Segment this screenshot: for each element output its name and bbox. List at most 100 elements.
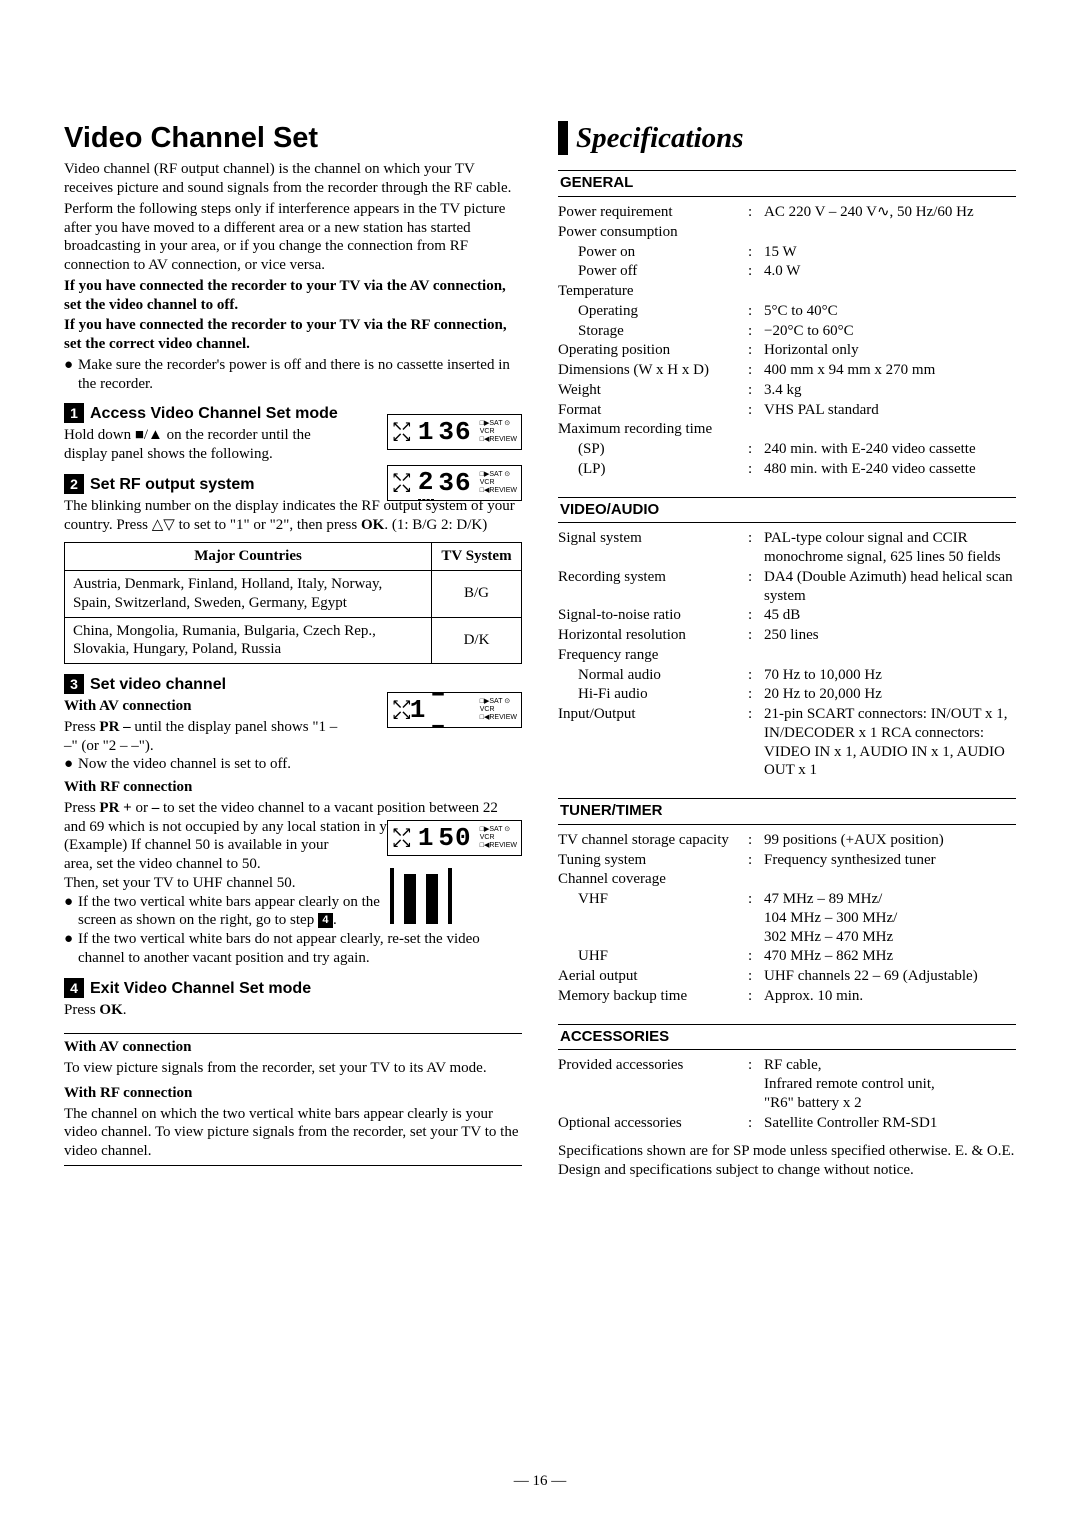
spec-heading: Specifications xyxy=(558,120,1016,156)
step-1-text: Hold down ■/▲ on the recorder until the … xyxy=(64,426,354,464)
intro-2: Perform the following steps only if inte… xyxy=(64,200,522,275)
spec-label: Recording system xyxy=(558,568,748,606)
spec-label: Power off xyxy=(558,262,748,281)
spec-value: −20°C to 60°C xyxy=(764,322,1016,341)
spec-label: (LP) xyxy=(558,460,748,479)
spec-value: 15 W xyxy=(764,243,1016,262)
spec-value: 400 mm x 94 mm x 270 mm xyxy=(764,361,1016,380)
spec-title: Specifications xyxy=(576,120,744,156)
step3-bars-retry-text: If the two vertical white bars do not ap… xyxy=(78,930,522,968)
spec-label: Power requirement xyxy=(558,203,748,222)
spec-label: Maximum recording time xyxy=(558,420,748,439)
spec-label: Temperature xyxy=(558,282,748,301)
bullet-dot-icon: ● xyxy=(64,930,78,968)
spec-value: 480 min. with E-240 video cassette xyxy=(764,460,1016,479)
step-4-text: Press OK. xyxy=(64,1001,522,1020)
table-row: Austria, Denmark, Finland, Holland, Ital… xyxy=(65,571,522,618)
step-1-title: Access Video Channel Set mode xyxy=(90,404,338,424)
step3-av-text: Press PR – until the display panel shows… xyxy=(64,718,354,756)
table-cell: China, Mongolia, Rumania, Bulgaria, Czec… xyxy=(65,617,432,664)
lcd4-right: 50 xyxy=(438,822,471,855)
table-row: China, Mongolia, Rumania, Bulgaria, Czec… xyxy=(65,617,522,664)
table-cell: Austria, Denmark, Finland, Holland, Ital… xyxy=(65,571,432,618)
spec-label: (SP) xyxy=(558,440,748,459)
section-general: GENERAL xyxy=(558,170,1016,197)
box-av-text: To view picture signals from the recorde… xyxy=(64,1059,522,1078)
step-2-text: The blinking number on the display indic… xyxy=(64,497,522,535)
spec-value: Satellite Controller RM-SD1 xyxy=(764,1114,1016,1133)
lcd-arrows-icon: ↖↗↙↘ xyxy=(392,472,410,494)
spec-label: Aerial output xyxy=(558,967,748,986)
step-2-number-icon: 2 xyxy=(64,474,84,494)
spec-value: Horizontal only xyxy=(764,341,1016,360)
spec-label: Dimensions (W x H x D) xyxy=(558,361,748,380)
spec-value: UHF channels 22 – 69 (Adjustable) xyxy=(764,967,1016,986)
spec-label: Normal audio xyxy=(558,666,748,685)
section-tuner-timer: TUNER/TIMER xyxy=(558,798,1016,825)
table-cell: D/K xyxy=(432,617,522,664)
table-col-countries: Major Countries xyxy=(65,543,432,571)
lcd4-left: 1 xyxy=(418,822,435,855)
intro-1: Video channel (RF output channel) is the… xyxy=(64,160,522,198)
step3-then: Then, set your TV to UHF channel 50. xyxy=(64,874,354,893)
bullet-power: ● Make sure the recorder's power is off … xyxy=(64,356,522,394)
lcd1-right: 36 xyxy=(438,416,471,449)
step-1-number-icon: 1 xyxy=(64,403,84,423)
spec-value: 21-pin SCART connectors: IN/OUT x 1, IN/… xyxy=(764,705,1016,780)
lcd-display-2: ↖↗↙↘ 236 □▶SAT ⊙VCR□◀REVIEW xyxy=(387,465,522,501)
spec-label: Operating xyxy=(558,302,748,321)
lcd2-right: 36 xyxy=(438,467,471,500)
spec-label: Signal-to-noise ratio xyxy=(558,606,748,625)
bullet-dot-icon: ● xyxy=(64,356,78,394)
spec-label: Optional accessories xyxy=(558,1114,748,1133)
spec-value: 240 min. with E-240 video cassette xyxy=(764,440,1016,459)
lcd-display-1: ↖↗↙↘ 136 □▶SAT ⊙VCR□◀REVIEW xyxy=(387,414,522,450)
spec-label: Power consumption xyxy=(558,223,748,242)
spec-label: Signal system xyxy=(558,529,748,567)
table-cell: B/G xyxy=(432,571,522,618)
page: Video Channel Set Video channel (RF outp… xyxy=(64,120,1016,1182)
spec-value: 250 lines xyxy=(764,626,1016,645)
lcd-tiny-labels: □▶SAT ⊙VCR□◀REVIEW xyxy=(480,826,517,849)
spec-value: AC 220 V – 240 V∿, 50 Hz/60 Hz xyxy=(764,203,1016,222)
bullet-dot-icon: ● xyxy=(64,893,78,931)
spec-value: Frequency synthesized tuner xyxy=(764,851,1016,870)
step-2-title: Set RF output system xyxy=(90,475,254,495)
spec-value: 5°C to 40°C xyxy=(764,302,1016,321)
lcd3-right: – – xyxy=(430,678,479,743)
spec-footnote: Specifications shown are for SP mode unl… xyxy=(558,1142,1016,1180)
spec-label: Channel coverage xyxy=(558,870,748,889)
rf-bold: If you have connected the recorder to yo… xyxy=(64,316,522,354)
section-video-audio: VIDEO/AUDIO xyxy=(558,497,1016,524)
spec-label: Weight xyxy=(558,381,748,400)
box-av-head: With AV connection xyxy=(64,1038,522,1057)
spec-value: PAL-type colour signal and CCIR monochro… xyxy=(764,529,1016,567)
spec-label: Format xyxy=(558,401,748,420)
spec-value: VHS PAL standard xyxy=(764,401,1016,420)
spec-value: 45 dB xyxy=(764,606,1016,625)
box-rf-text: The channel on which the two vertical wh… xyxy=(64,1105,522,1161)
spec-value: 99 positions (+AUX position) xyxy=(764,831,1016,850)
spec-value: 470 MHz – 862 MHz xyxy=(764,947,1016,966)
lcd-tiny-labels: □▶SAT ⊙VCR□◀REVIEW xyxy=(480,420,517,443)
lcd1-left: 1 xyxy=(418,416,435,449)
step3-av-bullet-text: Now the video channel is set to off. xyxy=(78,755,291,774)
lcd-tiny-labels: □▶SAT ⊙VCR□◀REVIEW xyxy=(480,698,517,721)
step3-av-bullet: ● Now the video channel is set to off. xyxy=(64,755,522,774)
left-title: Video Channel Set xyxy=(64,120,522,156)
inline-step-4-icon: 4 xyxy=(318,913,333,928)
spec-value: Approx. 10 min. xyxy=(764,987,1016,1006)
spec-label: Operating position xyxy=(558,341,748,360)
spec-value: 47 MHz – 89 MHz/ 104 MHz – 300 MHz/ 302 … xyxy=(764,890,1016,946)
spec-label: Horizontal resolution xyxy=(558,626,748,645)
spec-label: VHF xyxy=(558,890,748,946)
step3-rf-head: With RF connection xyxy=(64,778,522,797)
spec-value: 70 Hz to 10,000 Hz xyxy=(764,666,1016,685)
step3-example: (Example) If channel 50 is available in … xyxy=(64,836,354,874)
tv-system-table: Major Countries TV System Austria, Denma… xyxy=(64,542,522,664)
spec-value: RF cable, Infrared remote control unit, … xyxy=(764,1056,1016,1112)
white-bars-illustration xyxy=(390,868,452,924)
spec-label: Provided accessories xyxy=(558,1056,748,1112)
lcd-display-3: ↖↗↙↘ 1– – □▶SAT ⊙VCR□◀REVIEW xyxy=(387,692,522,728)
right-column: Specifications GENERAL Power requirement… xyxy=(558,120,1016,1182)
